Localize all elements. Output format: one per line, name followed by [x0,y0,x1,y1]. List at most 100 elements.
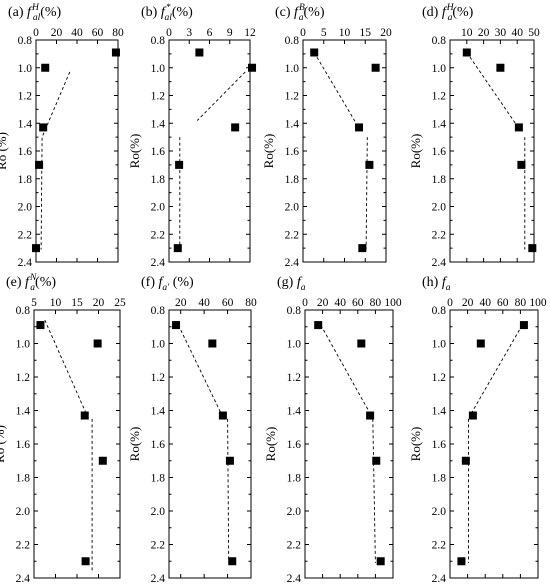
data-point [519,321,528,330]
title-subscript: al [164,13,172,23]
y-tick-label: 1.4 [151,118,166,130]
x-tick-label: 80 [245,297,257,309]
y-tick-label: 2.2 [151,540,166,552]
title-superscript: B [299,3,305,13]
y-axis-label: Ro(%) [408,134,423,169]
panel: 5 10 15 20 25 0.8 1.0 1.2 1.4 1.6 1.8 2.0 2.2 2.4 Ro (… [0,273,126,585]
data-point [80,411,89,420]
y-tick-label: 2.0 [151,506,166,518]
title-prefix: (c) [275,5,294,20]
y-tick-label: 2.2 [18,229,33,241]
y-tick-label: 2.2 [432,229,447,241]
y-tick-label: 1.8 [16,473,31,485]
data-point [371,63,380,72]
data-point [457,557,466,566]
title-subscript: a [446,283,451,293]
y-tick-label: 2.2 [432,540,447,552]
x-tick-label: 10 [50,297,62,309]
trend-line [320,324,369,411]
x-tick-label: 60 [352,297,364,309]
title-symbol: f [161,5,167,20]
plot-frame [35,39,119,263]
y-tick-label: 1.2 [151,91,166,103]
data-point [231,123,240,132]
x-tick-label: 10 [339,27,351,39]
x-tick-label: 50 [528,27,540,39]
data-point [111,48,120,57]
panel-title: (h) fa [422,275,451,293]
x-tick-label: 40 [511,27,523,39]
x-tick-label: 40 [71,27,83,39]
y-tick-label: 2.4 [16,573,31,585]
y-tick-label: 1.6 [151,146,166,158]
y-tick-label: 0.8 [151,305,166,317]
panel: 10 20 30 40 50 0.8 1.0 1.2 1.4 1.6 1.8 2.0 2.2 2.4 Ro(… [408,3,540,269]
x-tick-label: 20 [462,297,474,309]
y-tick-label: 1.4 [287,406,302,418]
y-tick-label: 1.4 [432,118,447,130]
data-point [175,160,184,169]
x-tick-label: 0 [33,27,39,39]
y-tick-label: 2.0 [18,202,33,214]
x-tick-label: 0 [166,27,172,39]
data-point [225,456,234,465]
panel: 20 40 60 80 0.8 1.0 1.2 1.4 1.6 1.8 2.0 2.2 2.4 Ro(%)… [127,275,257,585]
x-tick-label: 60 [222,297,234,309]
trend-line [372,418,376,563]
y-tick-label: 1.0 [151,339,166,351]
title-suffix: (%) [35,275,56,290]
y-tick-label: 2.0 [287,506,302,518]
y-tick-label: 1.0 [16,339,31,351]
data-point [173,244,182,253]
x-tick-label: 6 [207,27,213,39]
x-tick-label: 0 [300,27,306,39]
y-axis-label: Ro(%) [408,427,423,462]
y-tick-label: 1.0 [151,63,166,75]
y-tick-label: 2.2 [151,229,166,241]
x-tick-label: 60 [497,297,509,309]
data-point [514,123,523,132]
x-tick-label: 80 [112,27,124,39]
x-tick-label: 10 [461,27,473,39]
title-prefix: (h) [422,275,442,290]
title-symbol: f [294,5,300,20]
title-suffix: (%) [172,5,193,20]
y-tick-label: 1.0 [432,63,447,75]
y-tick-label: 1.8 [151,473,166,485]
trend-line [177,324,221,413]
title-prefix: (d) [422,5,442,20]
y-tick-label: 2.2 [287,540,302,552]
data-point [35,160,44,169]
y-tick-label: 2.4 [432,257,447,269]
x-tick-label: 30 [495,27,507,39]
y-tick-label: 1.8 [18,174,33,186]
data-point [355,123,364,132]
y-tick-label: 1.6 [432,439,447,451]
x-tick-label: 3 [186,27,192,39]
data-point [476,339,485,348]
y-tick-label: 1.8 [432,473,447,485]
data-point [98,456,107,465]
x-tick-label: 0 [302,297,308,309]
y-axis-label: Ro (%) [0,425,7,463]
panel-title: (d) fH a(%) [422,3,474,23]
y-tick-label: 0.8 [16,305,31,317]
y-tick-label: 0.8 [151,35,166,47]
x-tick-label: 40 [198,297,210,309]
y-tick-label: 2.4 [287,573,302,585]
x-tick-label: 20 [51,27,63,39]
panel-title: (e) fN a(%) [6,273,56,293]
data-point [468,411,477,420]
data-point [81,557,90,566]
y-tick-label: 1.0 [432,339,447,351]
title-prefix: (g) [277,275,297,290]
y-tick-label: 0.8 [432,35,447,47]
y-tick-label: 1.4 [285,118,300,130]
y-tick-label: 0.8 [287,305,302,317]
y-tick-label: 2.0 [432,506,447,518]
title-symbol: f [25,275,31,290]
title-symbol: f [297,275,303,290]
y-tick-label: 2.0 [432,202,447,214]
trend-line [466,52,518,127]
data-point [41,63,50,72]
